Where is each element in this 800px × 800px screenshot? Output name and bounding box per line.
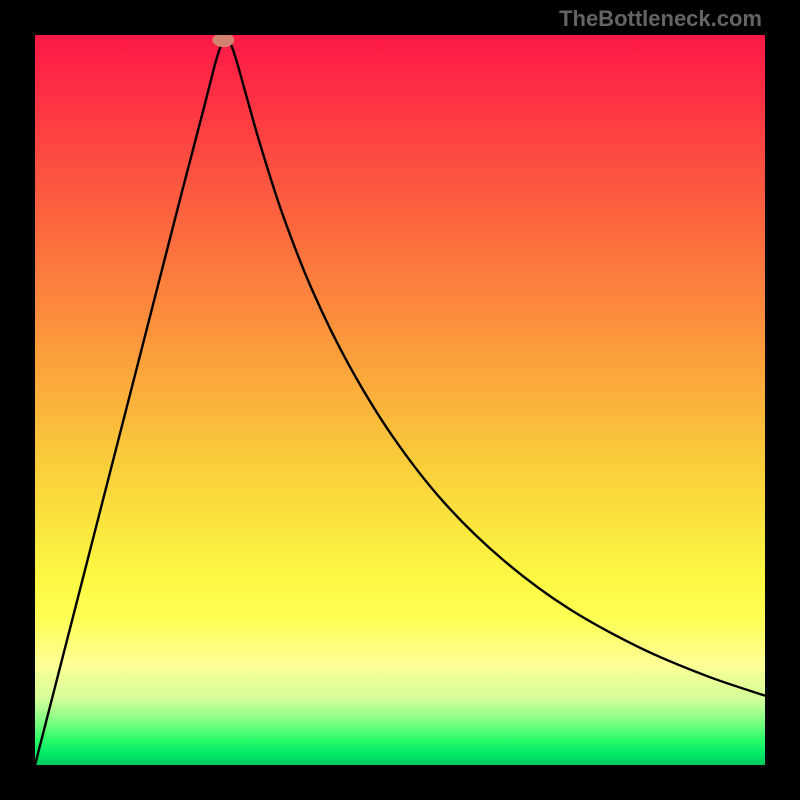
outer-frame: TheBottleneck.com [0,0,800,800]
bottleneck-curve [35,37,765,765]
plot-area [35,35,765,765]
attribution-text: TheBottleneck.com [559,6,762,32]
curve-layer [35,35,765,765]
